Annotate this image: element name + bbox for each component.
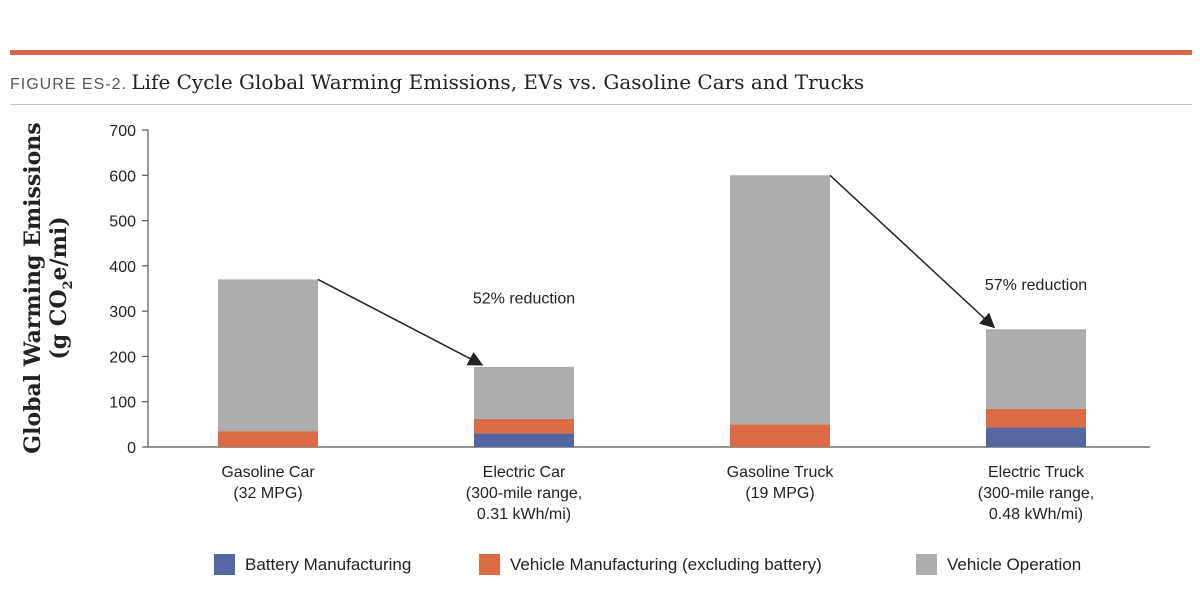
figure-title: Life Cycle Global Warming Emissions, EVs… <box>131 70 865 94</box>
bar-segment-vehicle-manufacturing <box>474 418 574 434</box>
y-tick-label: 500 <box>109 214 136 231</box>
reduction-arrow <box>317 278 484 366</box>
x-category-label-line: Electric Truck <box>988 464 1085 481</box>
x-category-label-line: (19 MPG) <box>745 485 814 502</box>
legend-swatch <box>916 554 937 575</box>
stacked-bar-chart: Global Warming Emissions (g CO2e/mi) 0 10… <box>20 122 1150 523</box>
bar-segment-battery <box>986 427 1086 447</box>
x-category-label-line: (300-mile range, <box>466 485 583 502</box>
x-category-label: Gasoline Car (32 MPG) <box>221 464 315 502</box>
legend-label: Battery Manufacturing <box>245 554 412 574</box>
y-tick-label: 600 <box>109 168 136 185</box>
x-category-label: Electric Car (300-mile range, 0.31 kWh/mi) <box>466 464 583 523</box>
figure-header: FIGURE ES-2. Life Cycle Global Warming E… <box>10 70 864 94</box>
legend-swatch <box>479 554 500 575</box>
header-divider <box>10 104 1192 105</box>
y-tick-label: 100 <box>109 395 136 412</box>
y-tick-label: 400 <box>109 259 136 276</box>
legend: Battery Manufacturing Vehicle Manufacturi… <box>0 554 1200 578</box>
reduction-arrow <box>829 174 996 329</box>
top-rule <box>10 50 1192 55</box>
y-axis-label-line2: (g CO2e/mi) <box>46 216 76 359</box>
x-category-label-line: Electric Car <box>483 464 566 481</box>
reduction-label: 52% reduction <box>473 291 575 308</box>
legend-label: Vehicle Operation <box>947 554 1082 574</box>
legend-label: Vehicle Manufacturing (excluding battery… <box>510 554 822 574</box>
y-tick-label: 300 <box>109 304 136 321</box>
x-category-label-line: (32 MPG) <box>233 485 302 502</box>
x-category-label: Gasoline Truck (19 MPG) <box>727 464 835 502</box>
y-tick-label: 0 <box>127 440 136 457</box>
y-axis-label: Global Warming Emissions (g CO2e/mi) <box>20 122 76 453</box>
x-category-label-line: 0.31 kWh/mi) <box>477 506 571 523</box>
legend-item-vehicle-manufacturing: Vehicle Manufacturing (excluding battery… <box>479 554 822 575</box>
bar-segment-vehicle-manufacturing <box>218 431 318 447</box>
bar-segment-vehicle-operation <box>730 175 830 425</box>
x-category-label: Electric Truck (300-mile range, 0.48 kWh/m… <box>978 464 1095 523</box>
legend-swatch <box>214 554 235 575</box>
figure-prefix: FIGURE ES-2. <box>10 76 127 93</box>
legend-item-battery: Battery Manufacturing <box>214 554 411 575</box>
bar-segment-vehicle-operation <box>474 366 574 419</box>
legend-item-vehicle-operation: Vehicle Operation <box>916 554 1081 575</box>
bar-segment-battery <box>474 433 574 447</box>
bar-segment-vehicle-operation <box>218 279 318 432</box>
x-category-label-line: Gasoline Truck <box>727 464 835 481</box>
x-category-label-line: 0.48 kWh/mi) <box>989 506 1083 523</box>
reduction-label: 57% reduction <box>985 277 1087 294</box>
bar-segment-vehicle-manufacturing <box>730 424 830 447</box>
x-category-label-line: Gasoline Car <box>221 464 315 481</box>
x-category-label-line: (300-mile range, <box>978 485 1095 502</box>
y-tick-label: 200 <box>109 349 136 366</box>
bar-segment-vehicle-manufacturing <box>986 408 1086 428</box>
y-axis-label-line1: Global Warming Emissions <box>20 122 46 453</box>
y-tick-label: 700 <box>109 123 136 140</box>
bar-segment-vehicle-operation <box>986 329 1086 409</box>
